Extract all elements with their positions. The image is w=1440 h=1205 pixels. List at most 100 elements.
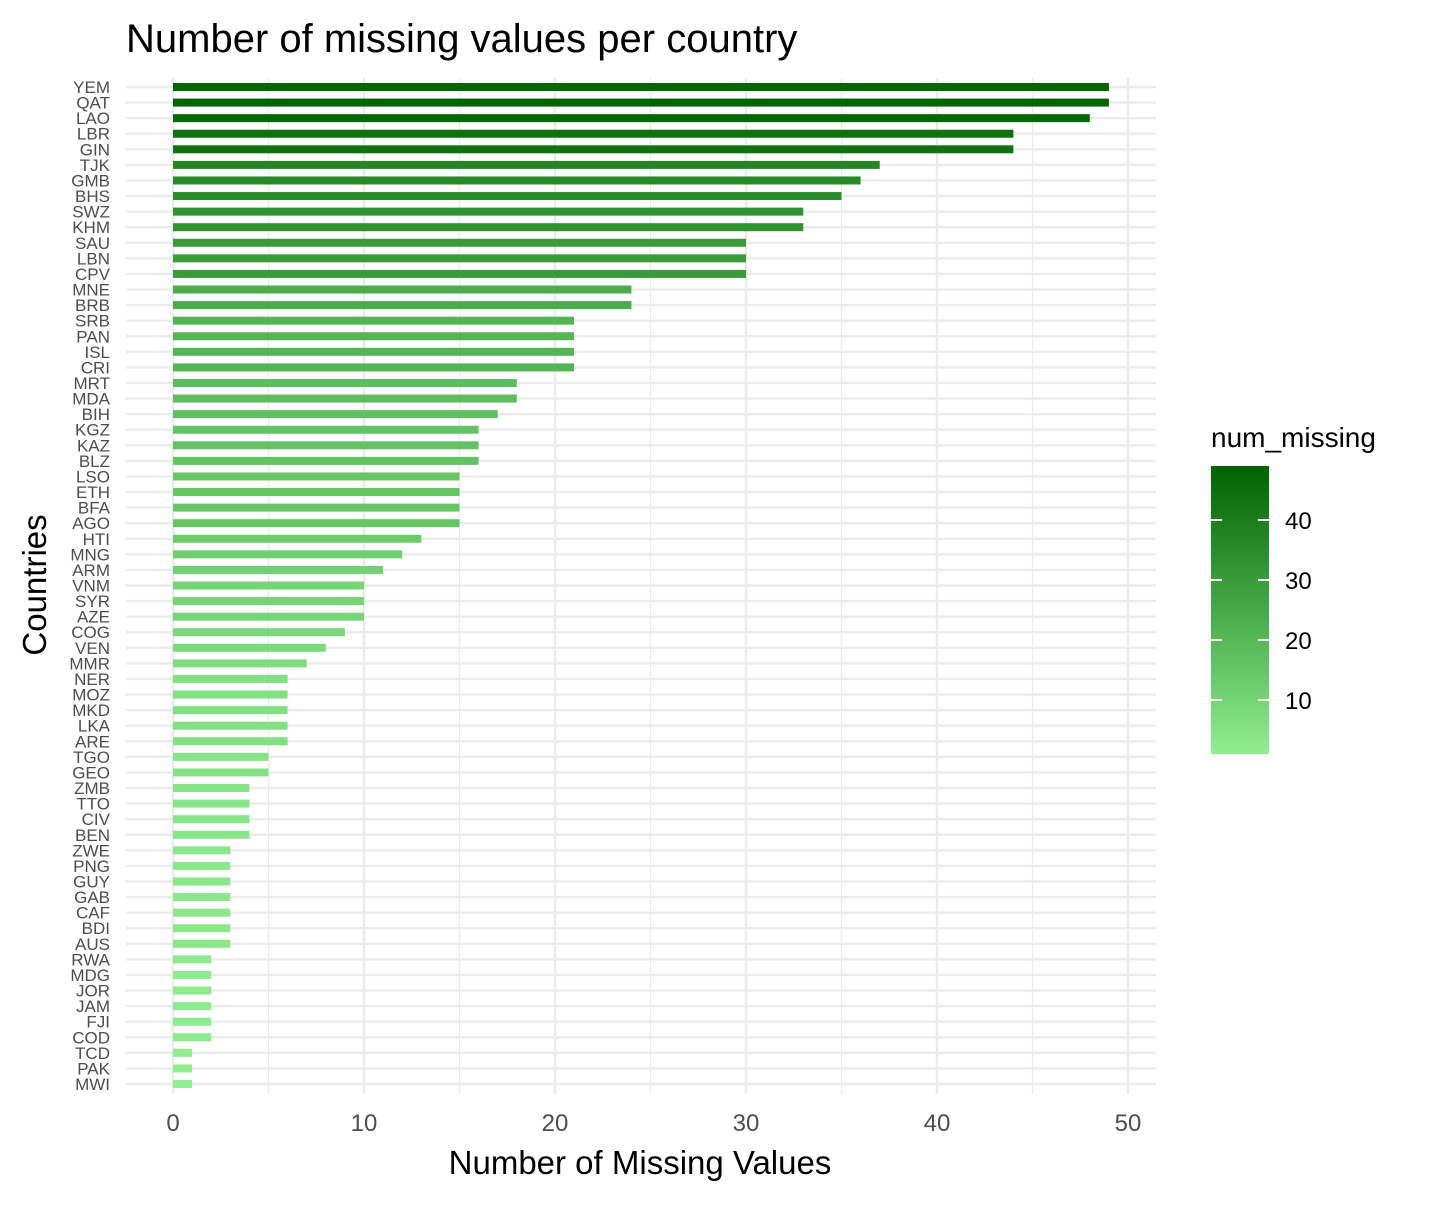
- y-tick-label: ZMB: [74, 779, 110, 798]
- y-tick-label: BDI: [82, 919, 110, 938]
- y-tick-label: VEN: [75, 639, 110, 658]
- x-tick-label: 0: [166, 1110, 179, 1137]
- y-tick-label: ARE: [75, 732, 110, 751]
- y-tick-label: CPV: [75, 265, 111, 284]
- y-tick-label: MRT: [73, 374, 110, 393]
- bar-mne: [173, 285, 632, 294]
- legend: num_missing 10 20 30 40: [1211, 422, 1376, 754]
- bar-isl: [173, 347, 575, 356]
- bar-bhs: [173, 192, 842, 201]
- y-tick-label: LKA: [78, 717, 111, 736]
- y-tick-label: TGO: [73, 748, 110, 767]
- legend-title: num_missing: [1211, 422, 1376, 453]
- y-tick-label: AUS: [75, 935, 110, 954]
- y-tick-label: LBR: [77, 125, 110, 144]
- legend-tick-label: 40: [1285, 508, 1312, 535]
- bar-qat: [173, 98, 1109, 107]
- y-tick-label: GIN: [80, 140, 110, 159]
- y-tick-label: BEN: [75, 826, 110, 845]
- bar-cog: [173, 628, 345, 637]
- y-tick-label: BIH: [82, 405, 110, 424]
- y-tick-label: MDG: [70, 966, 110, 985]
- y-tick-label: KAZ: [77, 436, 110, 455]
- bar-bih: [173, 410, 498, 419]
- bar-mrt: [173, 378, 517, 387]
- bar-guy: [173, 877, 231, 886]
- y-tick-label: KGZ: [75, 421, 110, 440]
- y-tick-label: MMR: [69, 654, 110, 673]
- y-tick-label: RWA: [71, 950, 110, 969]
- bar-lso: [173, 472, 460, 481]
- bar-srb: [173, 316, 575, 325]
- bar-lbr: [173, 129, 1014, 138]
- bar-tgo: [173, 752, 269, 761]
- bar-fji: [173, 1017, 212, 1026]
- legend-ticks: 10 20 30 40: [1211, 508, 1312, 715]
- y-tick-label: PAN: [76, 327, 110, 346]
- bar-lao: [173, 114, 1090, 123]
- bar-civ: [173, 815, 250, 824]
- bar-pak: [173, 1064, 193, 1073]
- y-tick-label: PAK: [77, 1059, 110, 1078]
- y-tick-label: NER: [74, 670, 110, 689]
- bar-zmb: [173, 784, 250, 793]
- y-tick-label: MNG: [70, 545, 110, 564]
- x-tick-label: 50: [1115, 1110, 1142, 1137]
- bar-mmr: [173, 659, 307, 668]
- y-tick-label: QAT: [76, 94, 110, 113]
- bar-blz: [173, 456, 479, 465]
- bar-mwi: [173, 1080, 193, 1088]
- y-tick-label: AGO: [72, 514, 110, 533]
- bar-bfa: [173, 503, 460, 512]
- y-tick-label: SAU: [75, 234, 110, 253]
- bar-caf: [173, 908, 231, 917]
- x-tick-label: 20: [542, 1110, 569, 1137]
- y-tick-label: LAO: [76, 109, 110, 128]
- x-tick-label: 40: [924, 1110, 951, 1137]
- bar-mdg: [173, 970, 212, 979]
- y-tick-label: KHM: [72, 218, 110, 237]
- y-tick-label: MDA: [72, 390, 110, 409]
- y-tick-label: MOZ: [72, 686, 110, 705]
- y-tick-label: ZWE: [72, 841, 110, 860]
- bar-gab: [173, 893, 231, 902]
- bar-hti: [173, 534, 422, 543]
- bar-mkd: [173, 706, 288, 715]
- bar-ago: [173, 519, 460, 528]
- legend-colorbar: [1211, 466, 1269, 754]
- y-tick-label: PNG: [73, 857, 110, 876]
- bar-aus: [173, 939, 231, 948]
- bar-png: [173, 861, 231, 870]
- legend-tick-label: 10: [1285, 688, 1312, 715]
- y-tick-label: CAF: [76, 904, 110, 923]
- y-tick-label: ETH: [76, 483, 110, 502]
- y-tick-label: SRB: [75, 312, 110, 331]
- y-tick-label: MKD: [72, 701, 110, 720]
- bar-ner: [173, 674, 288, 683]
- bar-syr: [173, 597, 364, 606]
- bar-khm: [173, 223, 804, 232]
- bar-sau: [173, 238, 746, 247]
- y-tick-label: TCD: [75, 1044, 110, 1063]
- y-tick-label: HTI: [83, 530, 110, 549]
- y-tick-label: ISL: [84, 343, 110, 362]
- y-tick-label: CRI: [81, 358, 110, 377]
- legend-tick-label: 20: [1285, 628, 1312, 655]
- x-tick-label: 10: [351, 1110, 378, 1137]
- y-tick-label: GEO: [72, 763, 110, 782]
- y-tick-label: COG: [71, 623, 110, 642]
- bar-zwe: [173, 846, 231, 855]
- bar-mda: [173, 394, 517, 403]
- y-tick-label: LSO: [76, 467, 110, 486]
- y-tick-label: MNE: [72, 281, 110, 300]
- bar-swz: [173, 207, 804, 216]
- y-tick-label: LBN: [77, 249, 110, 268]
- y-tick-label: COD: [72, 1028, 110, 1047]
- bar-cod: [173, 1033, 212, 1042]
- y-tick-labels: YEMQATLAOLBRGINTJKGMBBHSSWZKHMSAULBNCPVM…: [69, 78, 110, 1094]
- bar-ben: [173, 830, 250, 839]
- x-tick-label: 30: [733, 1110, 760, 1137]
- y-tick-label: BHS: [75, 187, 110, 206]
- y-tick-label: ARM: [72, 561, 110, 580]
